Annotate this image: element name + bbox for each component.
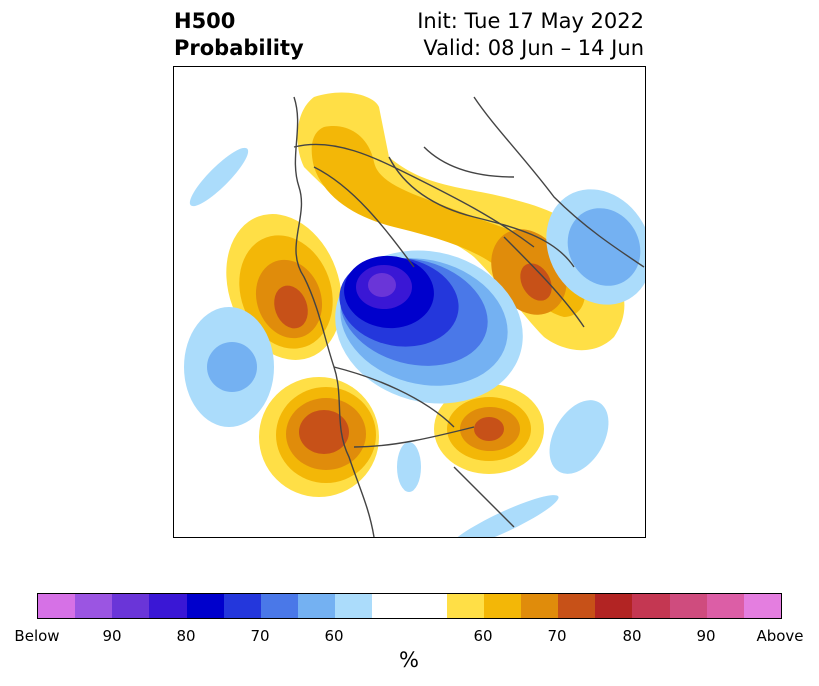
colorbar-segment <box>558 594 596 618</box>
init-date: Init: Tue 17 May 2022 <box>417 9 644 33</box>
boundary-line <box>453 466 515 528</box>
below-region-atlantic <box>549 400 609 474</box>
below-region-arctic-85 <box>368 273 396 297</box>
colorbar-tick-label: 60 <box>473 627 493 645</box>
above-region-us-east-70 <box>474 417 504 441</box>
colorbar-segment <box>112 594 150 618</box>
boundary-line <box>313 166 415 268</box>
colorbar-segment <box>483 594 522 618</box>
colorbar-segment <box>743 594 782 618</box>
colorbar-tick-label: 90 <box>102 627 122 645</box>
below-region-atlantic-south <box>449 495 559 537</box>
forecast-dates: Init: Tue 17 May 2022 Valid: 08 Jun – 14… <box>417 8 644 62</box>
colorbar-tick-label: 70 <box>547 627 567 645</box>
colorbar-segment <box>75 594 113 618</box>
colorbar-tick-label: 90 <box>696 627 716 645</box>
above-region-us-west-70 <box>299 410 349 454</box>
colorbar-segment <box>706 594 744 618</box>
map-title: H500 Probability <box>174 8 304 62</box>
boundary-line <box>353 426 475 448</box>
below-region-pacific-60 <box>207 342 257 392</box>
valid-range: Valid: 08 Jun – 14 Jun <box>423 36 644 60</box>
colorbar-segment <box>595 594 633 618</box>
boundary-line <box>473 96 645 268</box>
anomaly-contours <box>184 92 645 537</box>
boundary-line <box>293 96 375 537</box>
colorbar-segment <box>298 594 336 618</box>
colorbar-segment <box>335 594 373 618</box>
colorbar-segment <box>521 594 559 618</box>
colorbar-segment <box>186 594 224 618</box>
colorbar-tick-label: 80 <box>176 627 196 645</box>
boundary-line <box>423 146 515 178</box>
probability-map <box>173 66 646 538</box>
colorbar-segment <box>223 594 261 618</box>
boundary-line <box>503 236 585 328</box>
boundary-line <box>293 143 535 248</box>
colorbar <box>37 593 782 619</box>
colorbar-segment <box>260 594 299 618</box>
colorbar-tick-label: 80 <box>622 627 642 645</box>
below-region-caribbean <box>397 442 421 492</box>
colorbar-unit: % <box>399 648 419 672</box>
colorbar-tick-label: Above <box>756 627 804 645</box>
colorbar-segment <box>632 594 670 618</box>
colorbar-tick-label: 60 <box>324 627 344 645</box>
boundary-line <box>333 366 455 428</box>
boundary-line <box>388 156 575 268</box>
map-canvas <box>184 92 645 537</box>
colorbar-segment <box>38 594 76 618</box>
colorbar-segment <box>149 594 187 618</box>
below-region-pacific-north <box>189 147 249 207</box>
above-region-alaska-70 <box>274 285 308 329</box>
title-variable: H500 <box>174 9 236 33</box>
colorbar-segment <box>669 594 707 618</box>
colorbar-tick-label: Below <box>14 627 60 645</box>
colorbar-segment <box>446 594 484 618</box>
below-region-siberia-60 <box>567 208 641 286</box>
colorbar-segment <box>372 594 447 618</box>
above-core-east-70 <box>520 263 552 301</box>
country-boundaries <box>293 96 645 537</box>
colorbar-tick-label: 70 <box>250 627 270 645</box>
title-product: Probability <box>174 36 304 60</box>
